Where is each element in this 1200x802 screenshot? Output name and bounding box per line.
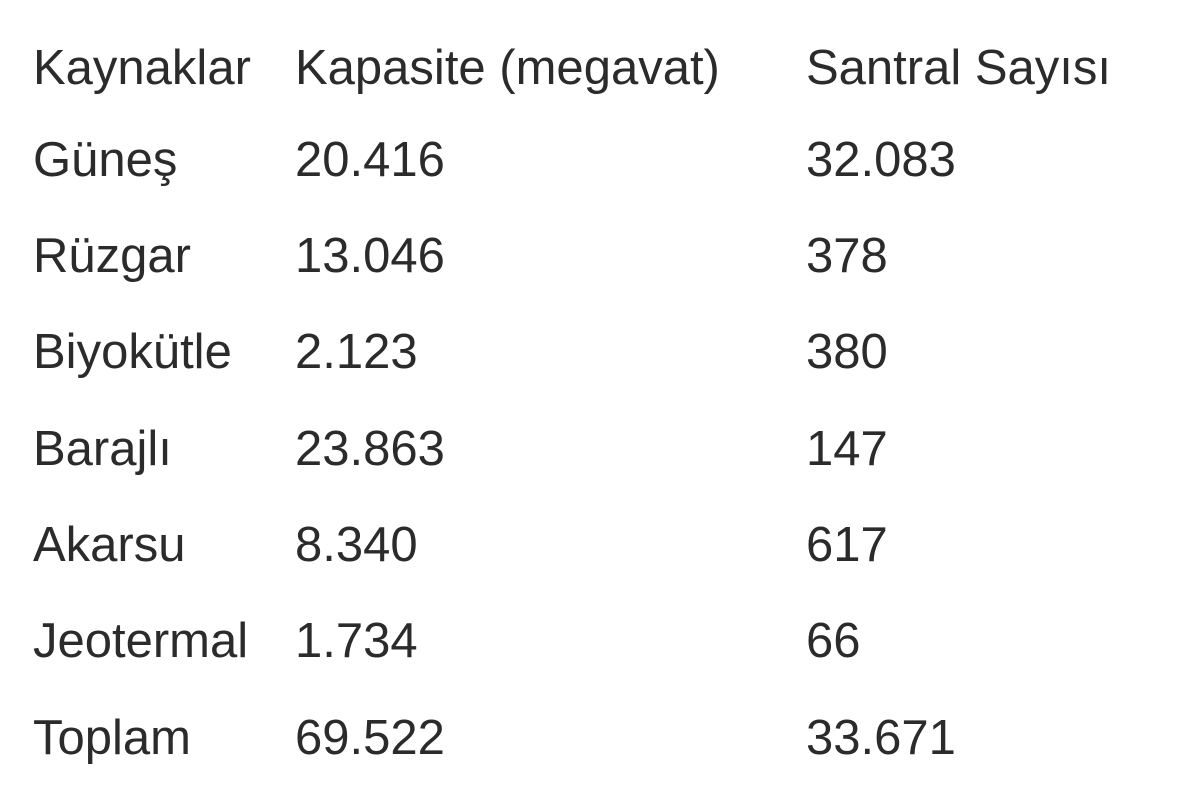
table-cell: 147 [806, 422, 888, 476]
table-cell: Rüzgar [33, 229, 191, 283]
header-cell: Kapasite (megavat) [295, 41, 720, 95]
header-cell: Kaynaklar [33, 41, 251, 95]
table-cell: Akarsu [33, 518, 186, 572]
table-cell: Güneş [33, 133, 178, 187]
table-cell: Toplam [33, 711, 191, 765]
table-cell: 23.863 [295, 422, 445, 476]
table-cell: 2.123 [295, 325, 418, 379]
table-cell: 8.340 [295, 518, 418, 572]
table-cell: 32.083 [806, 133, 956, 187]
header-cell: Santral Sayısı [806, 41, 1112, 95]
table-cell: 378 [806, 229, 888, 283]
table-cell: 69.522 [295, 711, 445, 765]
table-cell: 617 [806, 518, 888, 572]
table-cell: Jeotermal [33, 614, 249, 668]
table-cell: 1.734 [295, 614, 418, 668]
table-cell: 380 [806, 325, 888, 379]
table-cell: 20.416 [295, 133, 445, 187]
table-cell: 13.046 [295, 229, 445, 283]
table-cell: Biyokütle [33, 325, 232, 379]
table-cell: Barajlı [33, 422, 172, 476]
table-cell: 66 [806, 614, 861, 668]
table-cell: 33.671 [806, 711, 956, 765]
